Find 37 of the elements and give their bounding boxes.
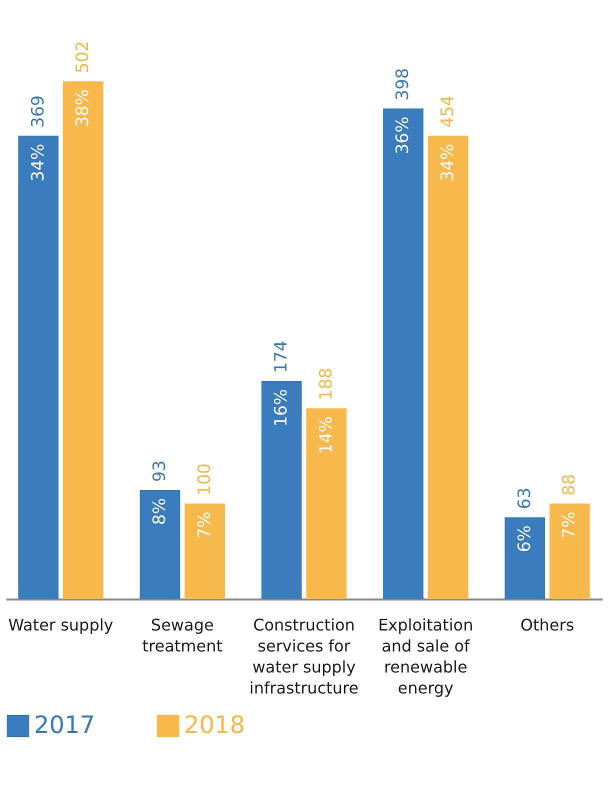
data-label: 38% xyxy=(73,89,94,128)
data-label: 16% xyxy=(272,389,292,427)
annotation: 398 xyxy=(393,68,414,100)
annotation: 100 xyxy=(194,463,215,496)
bar xyxy=(306,408,347,599)
annotation: 88 xyxy=(560,474,580,496)
bar xyxy=(504,517,546,599)
bar xyxy=(428,136,468,599)
bar xyxy=(383,108,424,599)
bar xyxy=(184,504,225,599)
annotation: 369 xyxy=(28,95,48,128)
bar xyxy=(261,381,302,599)
data-label: 14% xyxy=(316,416,336,454)
data-label: 7% xyxy=(560,512,580,539)
bar xyxy=(550,504,590,599)
data-label: 6% xyxy=(514,525,535,552)
bar xyxy=(140,490,180,599)
data-label: 34% xyxy=(438,144,458,182)
annotation: 63 xyxy=(514,488,535,510)
bar xyxy=(18,136,58,599)
annotation: 174 xyxy=(272,340,292,373)
x-tick-label: Others xyxy=(520,616,574,634)
annotation: 454 xyxy=(438,95,458,128)
x-tick-label: Sewage treatment xyxy=(142,616,222,656)
data-label: 34% xyxy=(28,144,48,182)
x-tick-label: Exploitation and sale of renewable energy xyxy=(378,616,474,698)
annotation: 502 xyxy=(73,40,94,74)
annotation: 188 xyxy=(316,368,336,400)
legend-label: 2017 xyxy=(34,711,96,739)
bar xyxy=(62,81,104,599)
legend-label: 2018 xyxy=(184,711,246,739)
data-label: 8% xyxy=(150,498,170,525)
annotation: 93 xyxy=(150,460,170,482)
data-label: 36% xyxy=(393,116,414,154)
data-label: 7% xyxy=(194,512,215,539)
x-tick-label: Water supply xyxy=(8,616,114,634)
x-tick-label: Construction services for water supply infrastructure xyxy=(249,616,359,698)
